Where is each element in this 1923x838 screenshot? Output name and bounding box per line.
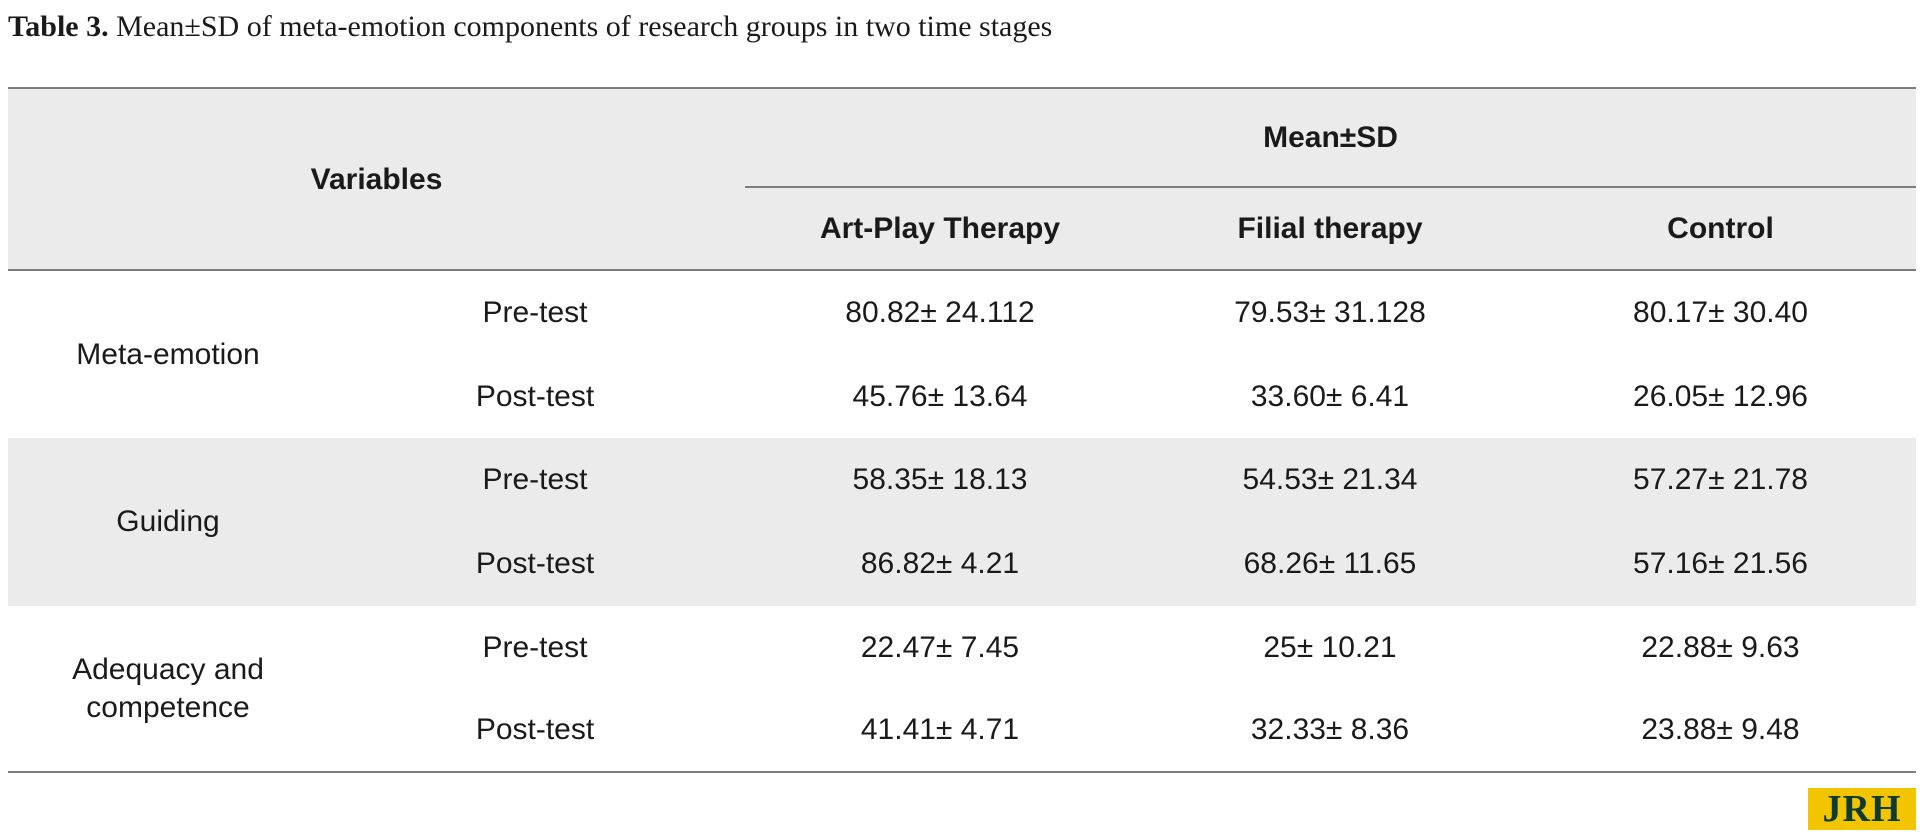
table-cell: 54.53± 21.34 [1242,463,1418,496]
group-header: Mean±SD [1263,120,1398,154]
table-cell: 68.26± 11.65 [1243,547,1417,580]
group-header-rule [745,186,1916,188]
table-cell: 41.41± 4.71 [860,713,1020,746]
table-cell: 58.35± 18.13 [852,463,1028,496]
table-cell: 80.82± 24.112 [845,295,1035,329]
table-cell: 22.47± 7.45 [860,630,1020,664]
caption-label: Table 3. [8,10,109,43]
stage-label: Post-test [475,713,595,746]
table-cell: 26.05± 12.96 [1633,379,1808,413]
table-cell: 79.53± 31.128 [1234,295,1426,329]
variable-label: Meta-emotion [76,337,260,371]
table-cell: 45.76± 13.64 [852,379,1028,413]
stage-label: Post-test [475,379,595,413]
row-band-guiding [8,438,1916,606]
column-header-filial: Filial therapy [1237,212,1423,245]
table-cell: 22.88± 9.63 [1641,630,1800,664]
header-band [8,89,1916,270]
column-header-art-play: Art-Play Therapy [819,212,1061,245]
bottom-rule [8,771,1916,773]
stage-label: Pre-test [482,463,588,496]
caption-text: Mean±SD of meta-emotion components of re… [116,10,1053,43]
table-cell: 86.82± 4.21 [860,547,1020,580]
top-rule [8,87,1916,89]
table-cell: 33.60± 6.41 [1250,379,1410,413]
stage-label: Post-test [475,547,595,580]
column-header-control: Control [1667,212,1774,245]
table-cell: 23.88± 9.48 [1641,713,1800,746]
header-bottom-rule [8,269,1916,271]
journal-logo: JRH [1808,788,1916,830]
table-cell: 57.16± 21.56 [1633,547,1808,580]
table-cell: 25± 10.21 [1263,630,1397,664]
table-cell: 57.27± 21.78 [1633,463,1808,496]
variable-label: Adequacy and competence [72,652,264,724]
stage-label: Pre-test [482,295,588,329]
variable-label: Guiding [116,505,220,538]
stage-label: Pre-test [482,630,588,664]
variables-header: Variables [310,162,443,196]
table-cell: 80.17± 30.40 [1633,295,1808,329]
table-cell: 32.33± 8.36 [1250,713,1410,746]
table-caption: Table 3. Mean±SD of meta-emotion compone… [8,10,1052,44]
